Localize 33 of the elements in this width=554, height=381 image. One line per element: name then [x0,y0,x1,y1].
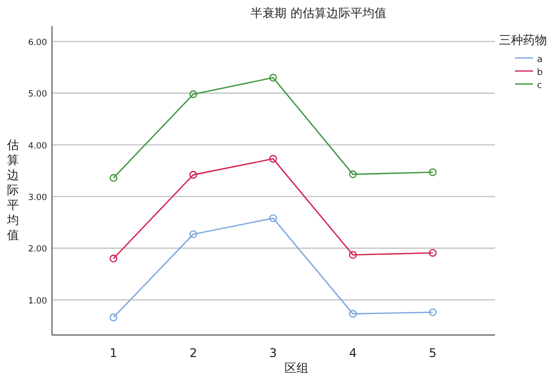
point [349,170,357,178]
x-axis-title: 区组 [284,361,308,375]
x-tick-label: 3 [269,346,277,360]
x-tick-label: 2 [189,346,198,360]
point [428,308,437,316]
point [428,248,437,257]
point [189,170,198,179]
y-tick-label: 2.00 [28,244,47,255]
point [110,254,118,262]
point [269,214,277,222]
legend-label: a [537,55,543,65]
y-axis-title: 估算边际平均值 [6,138,19,242]
legend-label: c [537,81,542,91]
point [428,168,437,176]
y-tick-label: 1.00 [28,296,47,306]
x-tick-label: 1 [110,346,118,360]
point [110,314,118,322]
x-tick-label: 5 [428,346,437,360]
y-tick-label: 4.00 [28,141,47,152]
point [349,251,357,259]
y-tick-label: 5.00 [28,90,47,100]
legend-label: b [537,68,543,78]
point [269,154,277,163]
y-tick-label: 6.00 [28,38,47,48]
legend-title: 三种药物 [499,33,547,47]
x-tick-label: 4 [349,346,357,360]
point [349,310,357,318]
point [110,174,118,182]
point [189,90,198,98]
point [269,74,277,82]
point [189,230,198,238]
chart-title: 半衰期 的估算边际平均值 [250,6,386,20]
y-tick-label: 3.00 [28,193,47,204]
